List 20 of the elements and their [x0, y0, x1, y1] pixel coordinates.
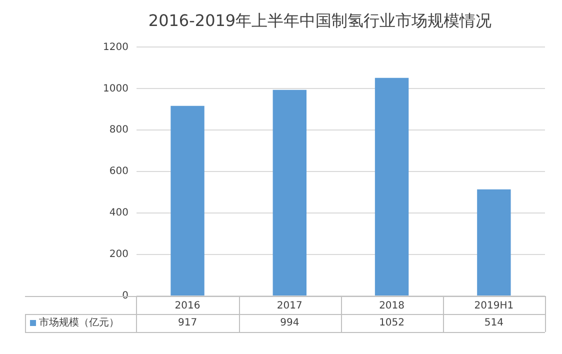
bar: [272, 90, 307, 296]
bar: [374, 78, 409, 296]
data-label: 1052: [379, 318, 405, 329]
y-tick-label: 1200: [102, 42, 128, 53]
chart-title: 2016-2019年上半年中国制氢行业市场规模情况: [148, 10, 492, 30]
x-tick-label: 2017: [276, 300, 302, 312]
data-label: 994: [280, 318, 300, 329]
data-label: 917: [178, 318, 198, 329]
x-tick-label: 2019H1: [474, 300, 514, 312]
bar: [477, 189, 511, 296]
data-label: 514: [484, 318, 504, 329]
y-tick-label: 400: [109, 208, 128, 219]
legend-label: 市场规模（亿元）: [39, 316, 119, 329]
y-tick-label: 800: [109, 124, 128, 136]
y-tick-label: 600: [109, 166, 128, 178]
x-tick-label: 2018: [379, 300, 405, 312]
y-tick-label: 200: [109, 249, 128, 260]
x-tick-label: 2016: [174, 300, 200, 312]
bar: [170, 106, 204, 296]
y-tick-label: 1000: [102, 83, 128, 94]
